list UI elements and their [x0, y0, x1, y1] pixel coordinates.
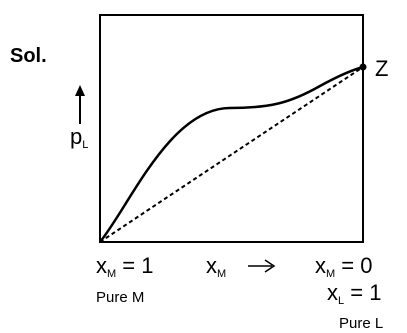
- x-axis-label: xM: [206, 253, 227, 280]
- positive-deviation-curve: [99, 65, 364, 243]
- point-z-marker: [359, 63, 367, 71]
- bottom-right-subscript-1: M: [326, 268, 336, 280]
- bottom-right-equation-2: xL = 1: [327, 280, 382, 307]
- plot-frame: [99, 14, 364, 243]
- bottom-left-equation: xM = 1: [96, 253, 154, 280]
- right-arrow-icon: [248, 259, 276, 273]
- y-axis-subscript: L: [82, 139, 89, 151]
- bottom-left-value: = 1: [122, 253, 154, 278]
- bottom-right-value-1: = 0: [341, 253, 373, 278]
- pure-m-caption: Pure M: [96, 289, 145, 306]
- bottom-left-subscript: M: [107, 268, 117, 280]
- solution-label: Sol.: [10, 45, 47, 67]
- up-arrow-icon: [75, 85, 85, 124]
- bottom-right-subscript-2: L: [338, 295, 345, 307]
- y-axis-label: pL: [70, 124, 89, 151]
- bottom-right-equation-1: xM = 0: [315, 253, 373, 280]
- y-axis-variable: p: [70, 124, 83, 149]
- ideal-dashed-line: [99, 66, 364, 243]
- bottom-right-variable-1: x: [315, 253, 326, 278]
- point-z-label: Z: [375, 56, 389, 81]
- bottom-left-variable: x: [96, 253, 107, 278]
- x-axis-subscript: M: [217, 268, 227, 280]
- bottom-right-variable-2: x: [327, 280, 338, 305]
- x-axis-variable: x: [206, 253, 217, 278]
- bottom-right-value-2: = 1: [350, 280, 382, 305]
- pure-l-caption: Pure L: [339, 315, 384, 332]
